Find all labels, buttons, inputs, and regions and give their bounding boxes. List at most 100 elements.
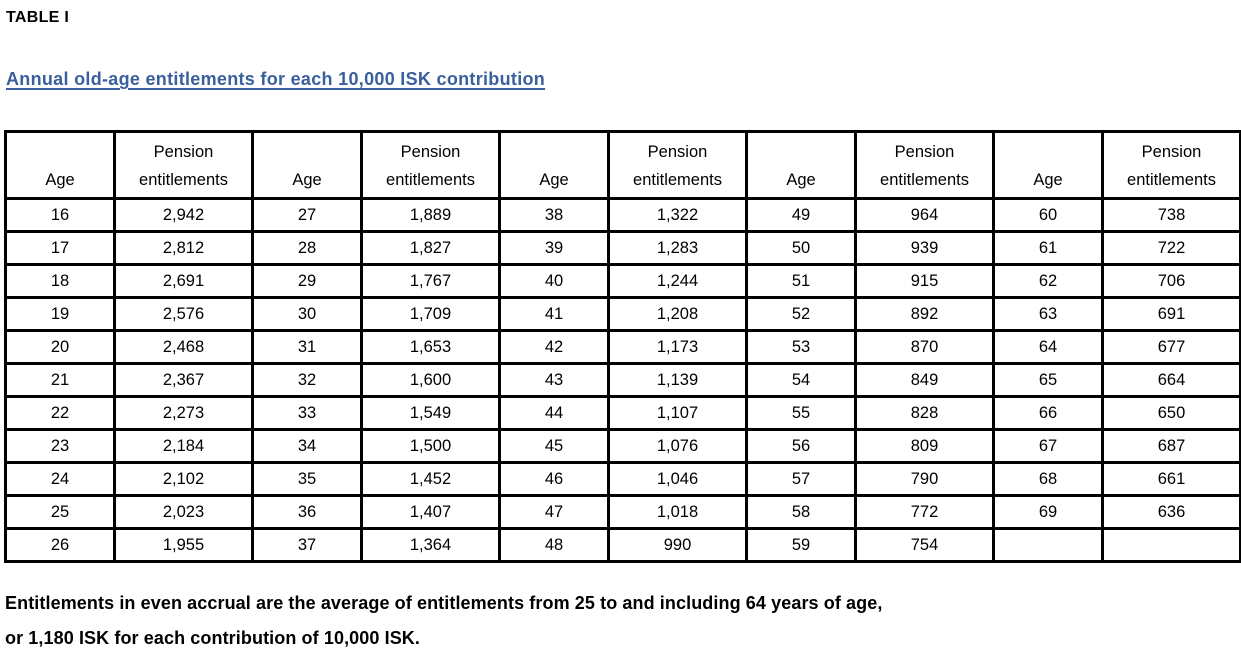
pension-value-cell: 1,767 — [360, 263, 501, 299]
pension-value-cell: 1,364 — [360, 527, 501, 563]
age-cell: 69 — [992, 494, 1104, 530]
age-cell: 37 — [251, 527, 363, 563]
pension-value-cell: 1,283 — [607, 230, 748, 266]
entitlements-table: Age Pension entitlements Age Pension entitlem… — [4, 130, 1241, 563]
age-cell: 19 — [4, 296, 116, 332]
age-cell: 17 — [4, 230, 116, 266]
pension-value-cell: 892 — [854, 296, 995, 332]
age-cell: 57 — [745, 461, 857, 497]
age-cell: 52 — [745, 296, 857, 332]
pension-value-cell: 1,549 — [360, 395, 501, 431]
age-cell: 18 — [4, 263, 116, 299]
pension-value-cell: 1,173 — [607, 329, 748, 365]
pension-value-cell: 1,653 — [360, 329, 501, 365]
age-cell: 59 — [745, 527, 857, 563]
column-header-age: Age — [251, 130, 363, 200]
pension-value-cell: 828 — [854, 395, 995, 431]
table-label: TABLE I — [6, 9, 70, 26]
pension-value-cell: 636 — [1101, 494, 1241, 530]
age-cell: 42 — [498, 329, 610, 365]
table-header: Age Pension entitlements Age Pension entitlem… — [4, 130, 1241, 200]
age-cell: 40 — [498, 263, 610, 299]
age-cell: 22 — [4, 395, 116, 431]
pension-value-cell: 661 — [1101, 461, 1241, 497]
age-cell: 48 — [498, 527, 610, 563]
age-cell: 21 — [4, 362, 116, 398]
pension-value-cell: 754 — [854, 527, 995, 563]
pension-value-cell: 1,208 — [607, 296, 748, 332]
table-row: 16 2,942 27 1,889 38 1,322 49 964 60 738 — [4, 197, 1241, 233]
pension-value-cell: 915 — [854, 263, 995, 299]
age-cell: 65 — [992, 362, 1104, 398]
column-header-age: Age — [4, 130, 116, 200]
column-header-age: Age — [498, 130, 610, 200]
age-cell: 60 — [992, 197, 1104, 233]
age-cell: 39 — [498, 230, 610, 266]
table-row: 21 2,367 32 1,600 43 1,139 54 849 65 664 — [4, 362, 1241, 398]
pension-value-cell: 1,955 — [113, 527, 254, 563]
pension-value-cell: 1,500 — [360, 428, 501, 464]
age-cell: 26 — [4, 527, 116, 563]
age-cell: 58 — [745, 494, 857, 530]
pension-value-cell: 2,942 — [113, 197, 254, 233]
age-cell: 34 — [251, 428, 363, 464]
age-cell: 44 — [498, 395, 610, 431]
pension-value-cell: 2,576 — [113, 296, 254, 332]
pension-value-cell: 1,046 — [607, 461, 748, 497]
pension-value-cell: 1,600 — [360, 362, 501, 398]
table-row: 25 2,023 36 1,407 47 1,018 58 772 69 636 — [4, 494, 1241, 530]
column-header-pension-entitlements: Pension entitlements — [607, 130, 748, 200]
age-cell: 45 — [498, 428, 610, 464]
pension-value-cell: 687 — [1101, 428, 1241, 464]
age-cell: 51 — [745, 263, 857, 299]
pension-value-cell: 2,468 — [113, 329, 254, 365]
pension-value-cell: 1,709 — [360, 296, 501, 332]
age-cell: 53 — [745, 329, 857, 365]
table-row: 26 1,955 37 1,364 48 990 59 754 — [4, 527, 1241, 563]
table-row: 20 2,468 31 1,653 42 1,173 53 870 64 677 — [4, 329, 1241, 365]
pension-value-cell: 849 — [854, 362, 995, 398]
column-header-age: Age — [992, 130, 1104, 200]
age-cell: 49 — [745, 197, 857, 233]
pension-value-cell: 2,812 — [113, 230, 254, 266]
age-cell: 33 — [251, 395, 363, 431]
age-cell: 24 — [4, 461, 116, 497]
age-cell: 55 — [745, 395, 857, 431]
header-row: Age Pension entitlements Age Pension entitlem… — [4, 130, 1241, 200]
column-header-pension-entitlements: Pension entitlements — [113, 130, 254, 200]
pension-value-cell: 1,139 — [607, 362, 748, 398]
age-cell: 56 — [745, 428, 857, 464]
age-cell: 35 — [251, 461, 363, 497]
age-cell: 62 — [992, 263, 1104, 299]
table-row: 22 2,273 33 1,549 44 1,107 55 828 66 650 — [4, 395, 1241, 431]
pension-value-cell: 722 — [1101, 230, 1241, 266]
column-header-pension-entitlements: Pension entitlements — [1101, 130, 1241, 200]
pension-value-cell: 664 — [1101, 362, 1241, 398]
pension-value-cell: 1,889 — [360, 197, 501, 233]
pension-value-cell: 1,018 — [607, 494, 748, 530]
pension-value-cell: 790 — [854, 461, 995, 497]
age-cell: 41 — [498, 296, 610, 332]
pension-value-cell: 990 — [607, 527, 748, 563]
pension-value-cell: 772 — [854, 494, 995, 530]
pension-value-cell: 2,102 — [113, 461, 254, 497]
pension-value-cell: 2,023 — [113, 494, 254, 530]
pension-value-cell: 1,322 — [607, 197, 748, 233]
pension-value-cell: 2,184 — [113, 428, 254, 464]
age-cell: 63 — [992, 296, 1104, 332]
age-cell: 16 — [4, 197, 116, 233]
column-header-pension-entitlements: Pension entitlements — [854, 130, 995, 200]
pension-value-cell: 870 — [854, 329, 995, 365]
age-cell: 38 — [498, 197, 610, 233]
age-cell: 61 — [992, 230, 1104, 266]
table-row: 23 2,184 34 1,500 45 1,076 56 809 67 687 — [4, 428, 1241, 464]
footnote-line-1: Entitlements in even accrual are the ave… — [5, 593, 883, 613]
pension-value-cell: 1,107 — [607, 395, 748, 431]
age-cell: 20 — [4, 329, 116, 365]
age-cell: 68 — [992, 461, 1104, 497]
age-cell: 32 — [251, 362, 363, 398]
column-header-pension-entitlements: Pension entitlements — [360, 130, 501, 200]
age-cell: 66 — [992, 395, 1104, 431]
age-cell: 28 — [251, 230, 363, 266]
